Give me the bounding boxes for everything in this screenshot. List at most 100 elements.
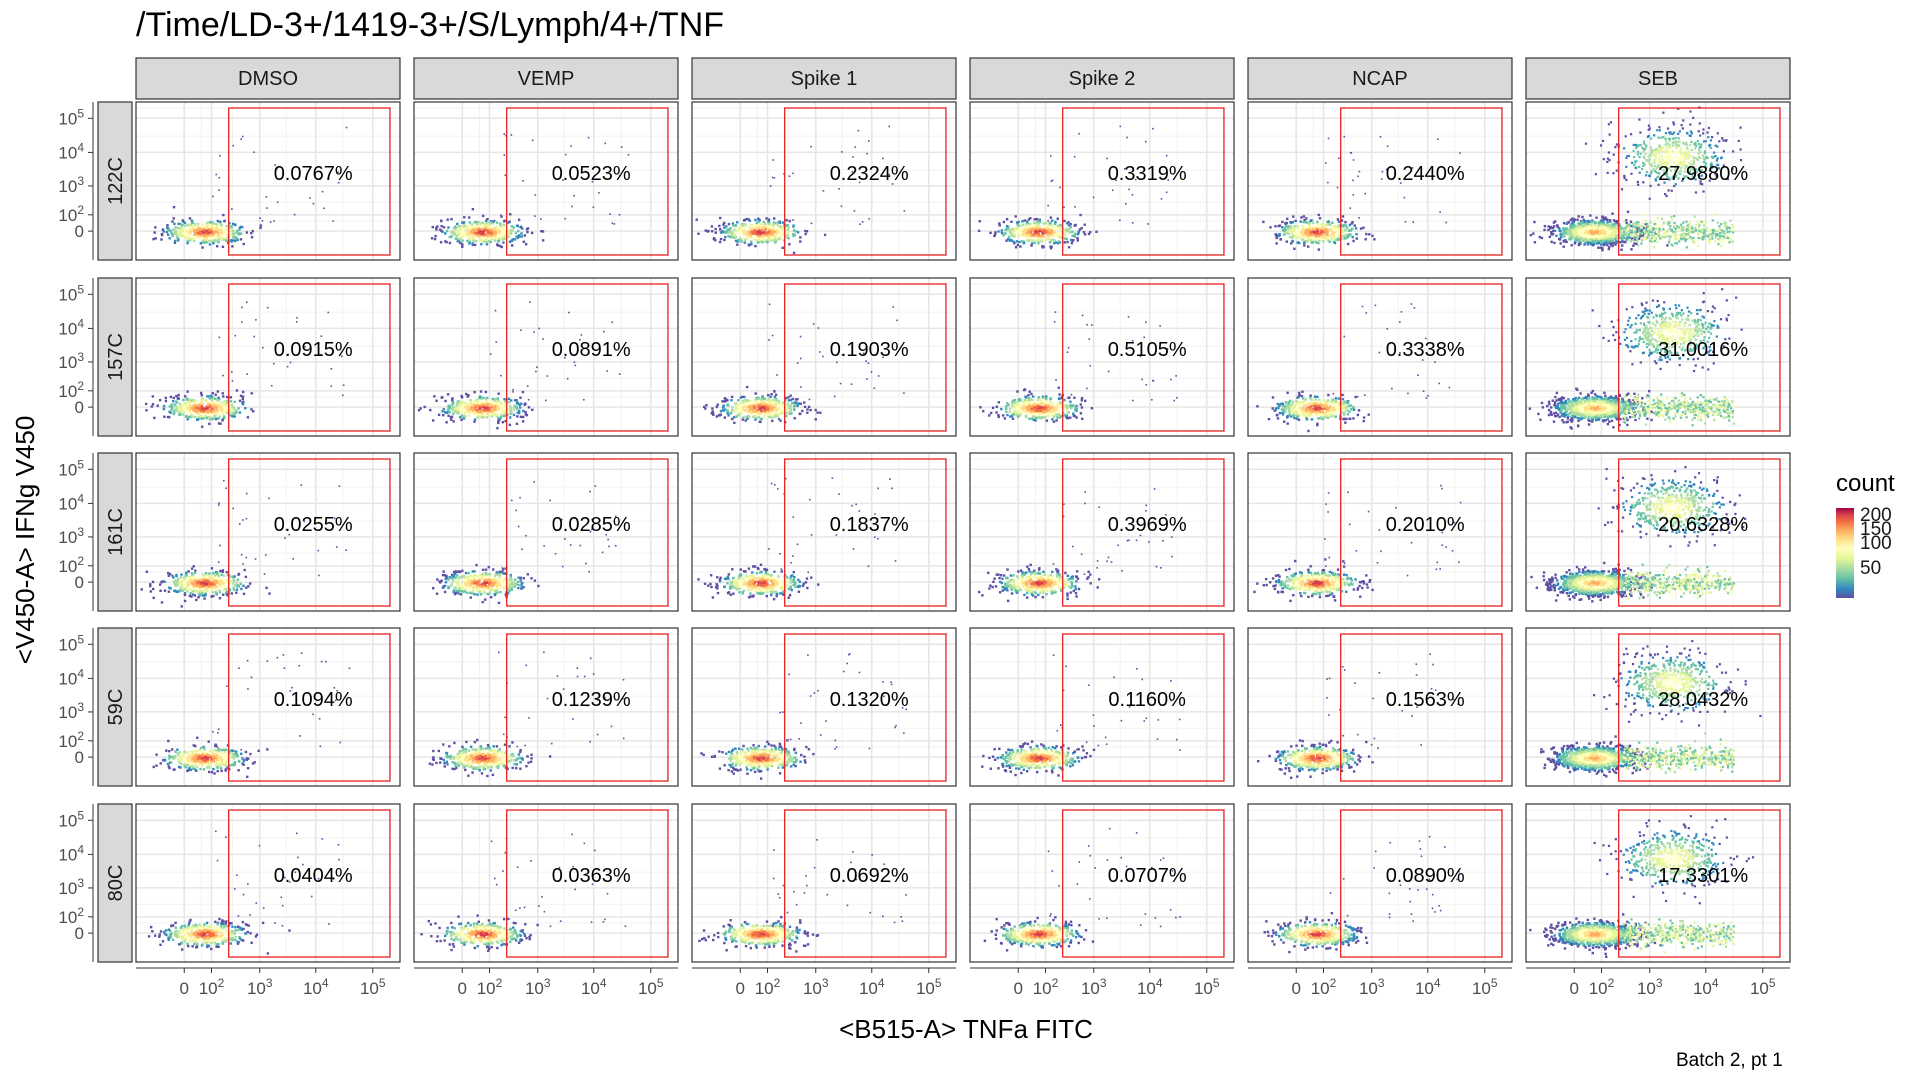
- density-point: [231, 222, 235, 226]
- density-point: [591, 180, 594, 183]
- density-point: [1306, 245, 1310, 248]
- density-point: [1553, 229, 1557, 233]
- density-point: [166, 224, 169, 227]
- density-point: [465, 225, 469, 229]
- density-point: [1597, 246, 1600, 249]
- density-point: [1657, 157, 1661, 160]
- density-point: [1664, 150, 1667, 153]
- density-point: [840, 151, 843, 153]
- density-point: [1352, 239, 1355, 243]
- density-point: [1656, 226, 1659, 229]
- density-point: [1642, 181, 1645, 184]
- density-point: [778, 221, 782, 224]
- facet-strip-column: [691, 57, 957, 100]
- density-point: [1675, 144, 1678, 147]
- density-point: [1693, 215, 1696, 218]
- density-point: [1337, 229, 1341, 232]
- density-point: [1716, 221, 1719, 224]
- density-point: [219, 401, 223, 404]
- density-point: [1607, 235, 1610, 238]
- density-point: [1685, 228, 1688, 231]
- density-point: [488, 235, 491, 238]
- density-point: [1317, 213, 1320, 217]
- density-point: [1710, 136, 1714, 139]
- density-point: [472, 239, 475, 243]
- density-point: [1697, 233, 1700, 236]
- density-point: [1615, 169, 1618, 172]
- density-point: [1668, 221, 1671, 224]
- density-point: [1670, 215, 1673, 219]
- density-point: [262, 346, 264, 349]
- facet-strip-label: 122C: [105, 157, 127, 205]
- density-point: [212, 242, 215, 245]
- density-point: [452, 227, 455, 230]
- density-point: [463, 224, 466, 227]
- density-point: [1650, 170, 1653, 173]
- density-point: [446, 393, 450, 396]
- density-point: [185, 401, 189, 405]
- density-point: [1015, 230, 1018, 234]
- density-point: [492, 237, 495, 241]
- density-point: [1604, 227, 1608, 230]
- density-point: [781, 231, 784, 234]
- density-point: [208, 422, 211, 426]
- density-point: [1611, 237, 1615, 241]
- density-point: [1639, 152, 1642, 155]
- density-point: [785, 218, 788, 222]
- density-point: [1686, 132, 1689, 135]
- density-point: [221, 245, 225, 248]
- density-point: [1553, 220, 1557, 223]
- density-point: [1601, 248, 1604, 252]
- density-point: [1601, 139, 1605, 143]
- density-point: [507, 221, 510, 224]
- density-point: [1341, 228, 1345, 232]
- density-point: [206, 407, 210, 410]
- density-point: [734, 224, 738, 227]
- density-point: [499, 223, 503, 226]
- density-point: [1005, 227, 1009, 230]
- density-point: [483, 240, 486, 244]
- density-point: [1635, 143, 1638, 147]
- density-point: [221, 235, 224, 238]
- density-point: [1692, 159, 1695, 162]
- density-point: [724, 230, 727, 233]
- facet-strip-column: [1247, 57, 1513, 100]
- density-point: [484, 228, 487, 232]
- density-point: [998, 222, 1001, 225]
- chart-title: /Time/LD-3+/1419-3+/S/Lymph/4+/TNF: [136, 6, 724, 45]
- density-point: [481, 214, 485, 218]
- density-point: [750, 224, 754, 227]
- gate-percentage: 0.0767%: [274, 163, 353, 185]
- density-point: [1659, 145, 1662, 148]
- density-point: [737, 239, 740, 242]
- density-point: [541, 239, 545, 242]
- density-point: [473, 239, 476, 243]
- density-point: [1720, 244, 1723, 248]
- density-point: [1704, 140, 1707, 143]
- density-point: [1606, 171, 1609, 174]
- density-point: [1620, 232, 1624, 236]
- density-point: [1680, 223, 1683, 226]
- density-point: [217, 239, 220, 242]
- density-point: [179, 229, 182, 232]
- density-point: [1626, 223, 1629, 226]
- density-point: [211, 221, 214, 224]
- density-point: [238, 228, 241, 232]
- density-point: [522, 180, 524, 182]
- density-point: [1697, 244, 1700, 247]
- density-point: [1692, 116, 1695, 119]
- density-point: [516, 415, 519, 418]
- density-point: [480, 229, 483, 232]
- density-point: [750, 230, 754, 233]
- density-point: [177, 239, 180, 242]
- density-point: [1152, 127, 1154, 130]
- density-point: [1092, 196, 1095, 199]
- density-point: [1660, 136, 1663, 139]
- density-point: [1344, 220, 1347, 224]
- density-point: [1589, 235, 1592, 238]
- density-point: [1645, 171, 1648, 174]
- density-point: [1635, 230, 1638, 233]
- density-point: [192, 415, 195, 418]
- density-point: [1292, 229, 1296, 233]
- density-point: [207, 229, 210, 233]
